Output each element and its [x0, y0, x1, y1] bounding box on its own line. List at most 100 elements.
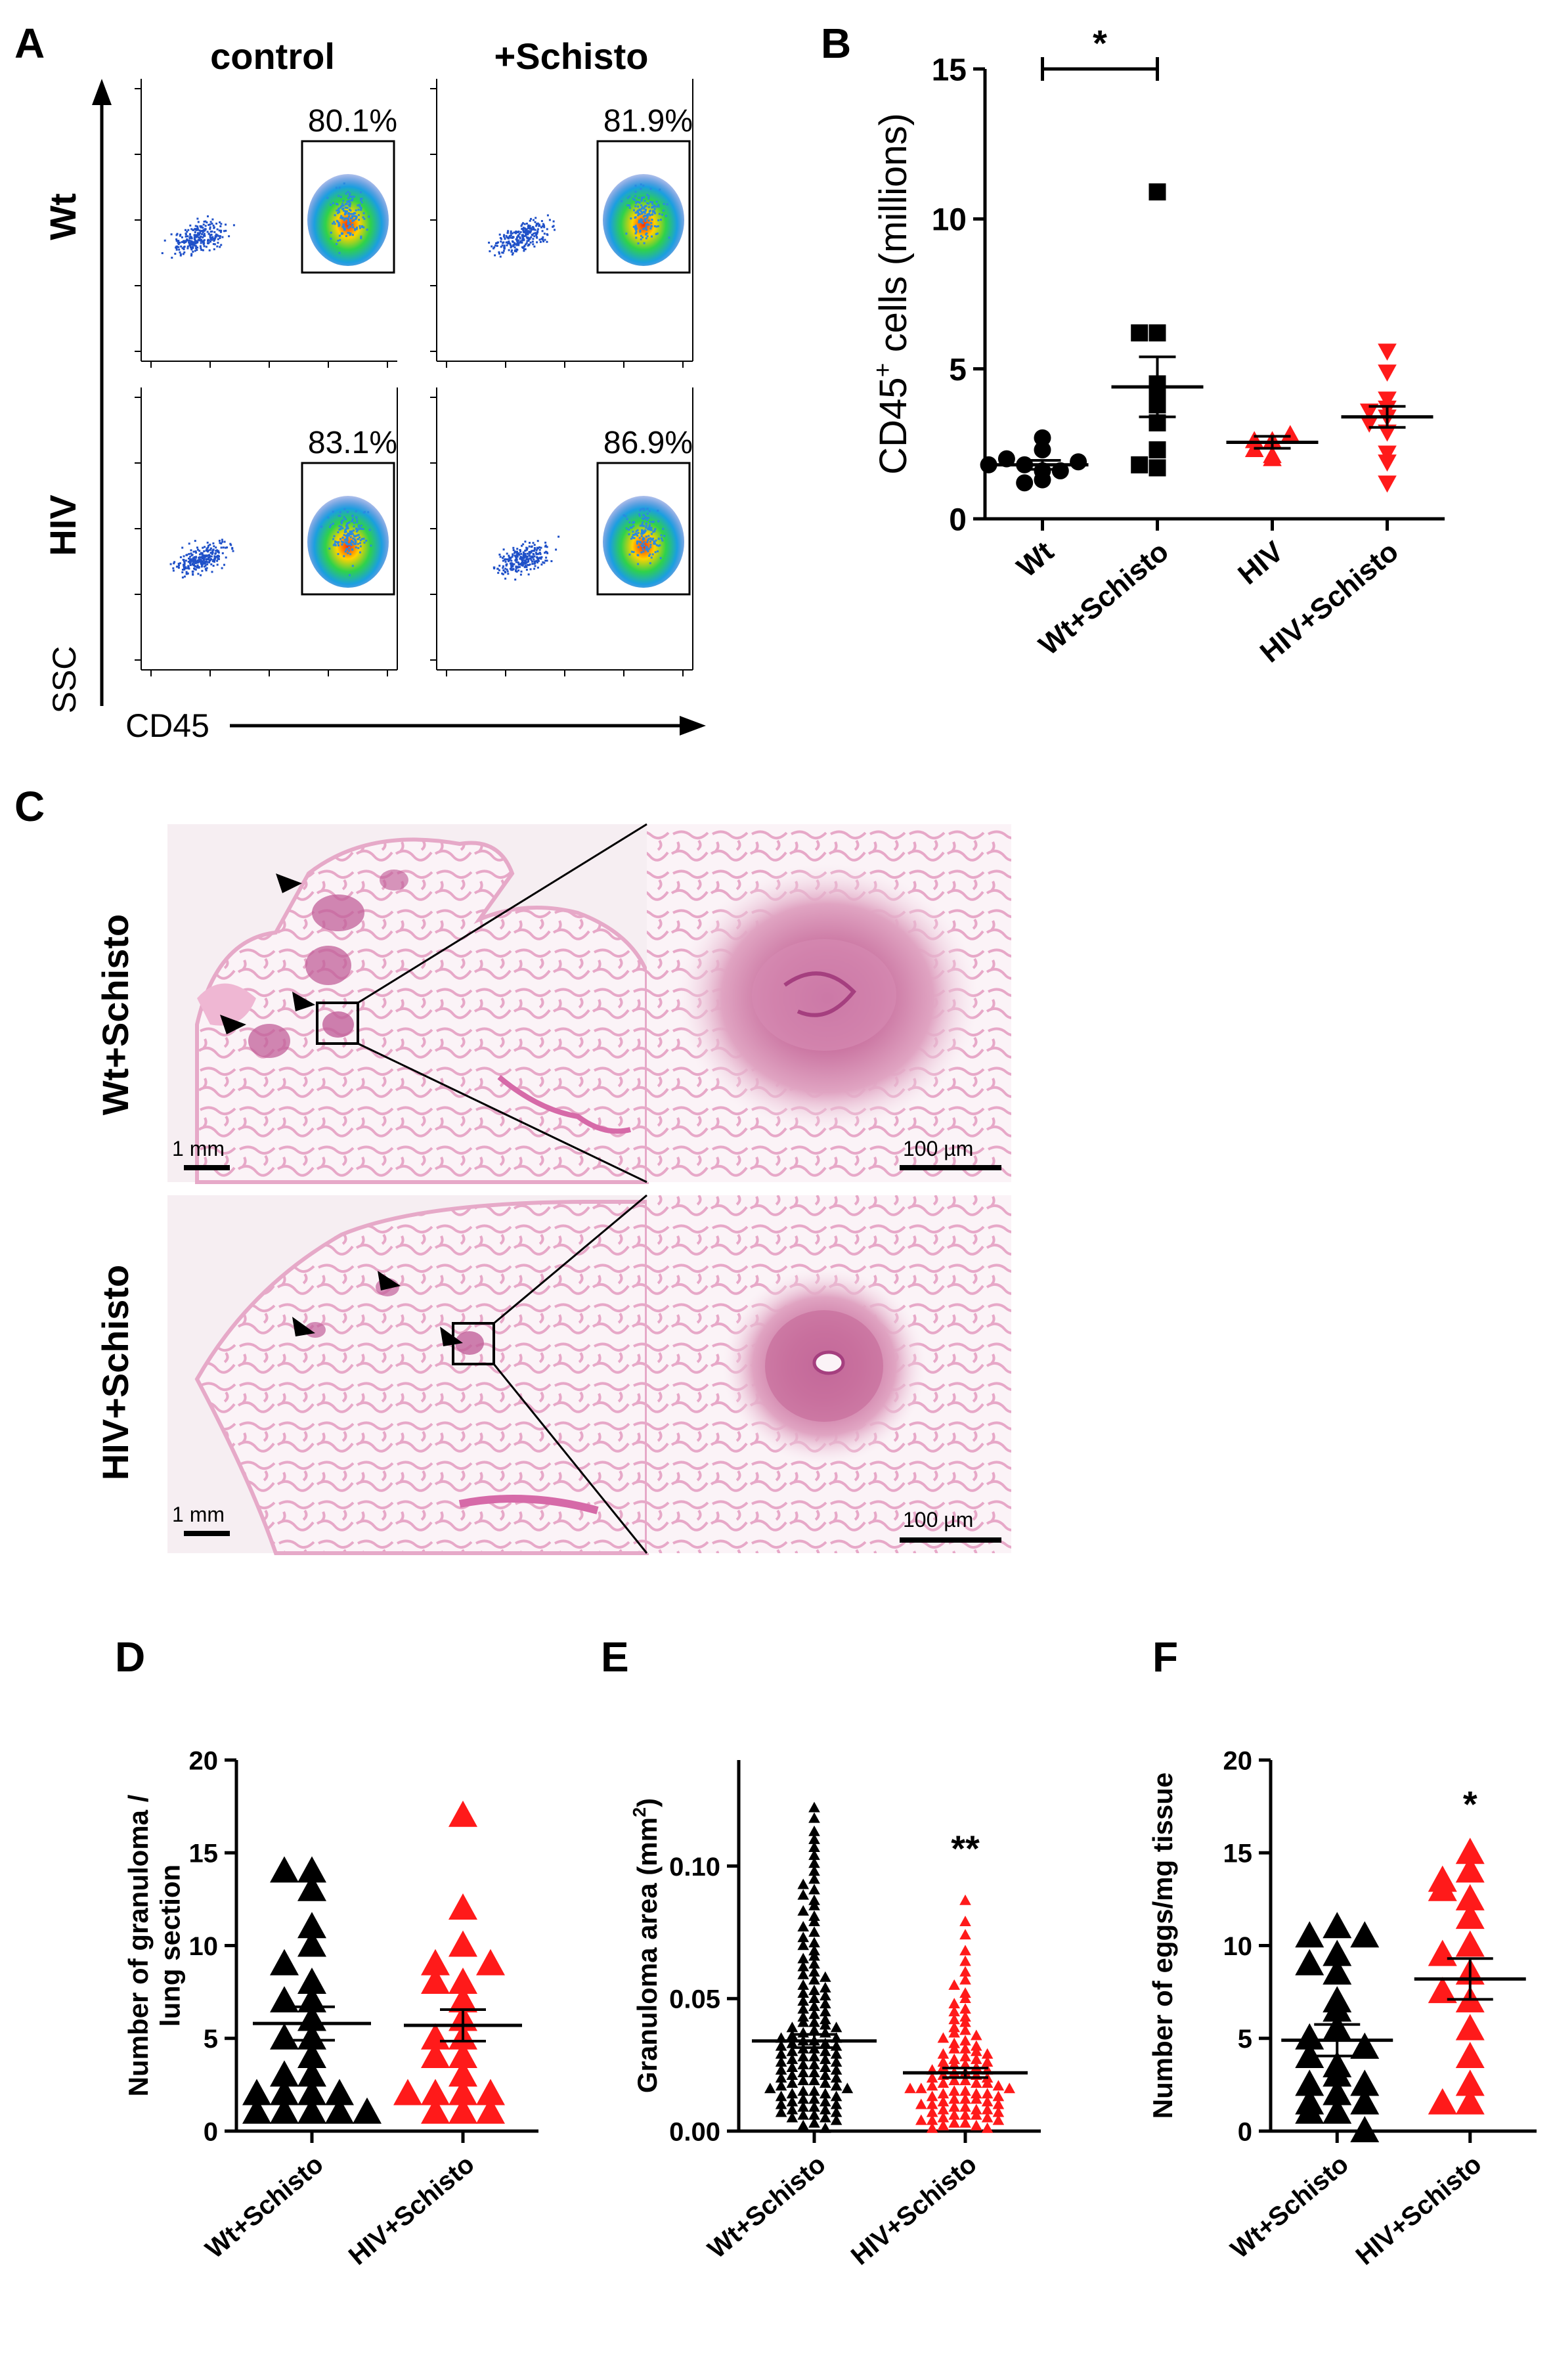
data-point: [992, 2106, 1005, 2117]
event-dot: [558, 535, 560, 538]
event-dot: [172, 567, 175, 569]
data-point: [775, 2090, 787, 2102]
data-point: [981, 2056, 994, 2067]
event-dot: [531, 240, 534, 243]
event-dot: [660, 219, 662, 221]
event-dot: [186, 239, 189, 242]
event-dot: [228, 235, 230, 238]
event-dot: [632, 537, 634, 539]
event-dot: [330, 523, 332, 526]
event-dot: [504, 238, 506, 240]
event-dot: [189, 235, 192, 238]
event-dot: [343, 219, 345, 221]
event-dot: [208, 239, 210, 242]
event-dot: [211, 552, 214, 554]
data-point: [421, 2042, 450, 2068]
data-point: [448, 2060, 477, 2087]
data-point: [830, 2106, 842, 2117]
event-dot: [202, 227, 204, 229]
data-point: [1323, 1958, 1352, 1985]
event-dot: [355, 215, 358, 218]
event-dot: [644, 529, 647, 531]
event-dot: [544, 238, 546, 241]
x-tick-label: HIV+Schisto: [343, 2149, 480, 2270]
event-dot: [513, 563, 515, 565]
data-point: [786, 2037, 798, 2048]
event-dot: [212, 225, 215, 227]
event-dot: [529, 219, 531, 222]
event-dot: [530, 559, 533, 562]
event-dot: [653, 205, 656, 208]
event-dot: [636, 542, 638, 545]
event-dot: [511, 249, 513, 252]
event-dot: [343, 225, 345, 228]
event-dot: [205, 569, 208, 571]
scale-label-100um: 100 µm: [903, 1508, 973, 1532]
event-dot: [332, 544, 335, 546]
event-dot: [640, 210, 643, 213]
event-dot: [552, 225, 554, 228]
data-point: [297, 1856, 326, 1883]
event-dot: [504, 558, 506, 561]
event-dot: [530, 546, 533, 548]
data-point: [1323, 2060, 1352, 2087]
event-dot: [516, 248, 519, 251]
event-dot: [351, 198, 354, 200]
event-dot: [349, 542, 352, 544]
event-dot: [546, 551, 548, 554]
x-tick-label: HIV+Schisto: [846, 2149, 982, 2270]
event-dot: [225, 546, 227, 549]
event-dot: [502, 235, 505, 238]
event-dot: [346, 207, 349, 209]
event-dot: [640, 533, 643, 535]
event-dot: [645, 525, 648, 527]
event-dot: [204, 546, 206, 548]
event-dot: [643, 242, 645, 244]
event-dot: [655, 539, 657, 542]
data-point: [959, 1987, 971, 1998]
event-dot: [529, 241, 532, 244]
event-dot: [647, 538, 650, 540]
event-dot: [202, 249, 204, 252]
event-dot: [528, 231, 530, 234]
event-dot: [223, 230, 225, 232]
event-dot: [209, 238, 212, 241]
significance-label: **: [951, 1828, 980, 1869]
scale-label-1mm: 1 mm: [172, 1503, 225, 1526]
event-dot: [202, 236, 204, 238]
data-point: [808, 2101, 820, 2112]
event-dot: [200, 552, 202, 554]
event-dot: [329, 525, 331, 528]
event-dot: [647, 206, 650, 208]
event-dot: [344, 518, 347, 521]
event-dot: [633, 537, 636, 539]
event-dot: [517, 565, 519, 568]
event-dot: [647, 550, 649, 552]
data-point: [297, 1968, 326, 1994]
event-dot: [209, 234, 211, 236]
event-dot: [208, 560, 211, 562]
event-dot: [223, 563, 225, 566]
event-dot: [338, 187, 341, 189]
event-dot: [356, 521, 359, 523]
event-dot: [332, 522, 334, 525]
data-point: [808, 1849, 820, 1861]
event-dot: [546, 233, 548, 236]
data-point: [948, 2027, 960, 2038]
event-dot: [525, 558, 528, 561]
event-dot: [219, 542, 221, 544]
event-dot: [188, 239, 190, 242]
event-dot: [643, 508, 645, 510]
event-dot: [640, 218, 642, 221]
event-dot: [356, 534, 359, 537]
ssc-axis-arrow: [92, 79, 112, 105]
event-dot: [359, 542, 361, 544]
data-point: [948, 2014, 960, 2025]
event-dot: [189, 556, 191, 558]
event-dot: [649, 546, 652, 548]
event-dot: [169, 563, 172, 565]
event-dot: [346, 539, 349, 542]
y-tick-label: 15: [1223, 1840, 1253, 1868]
event-dot: [510, 245, 512, 248]
